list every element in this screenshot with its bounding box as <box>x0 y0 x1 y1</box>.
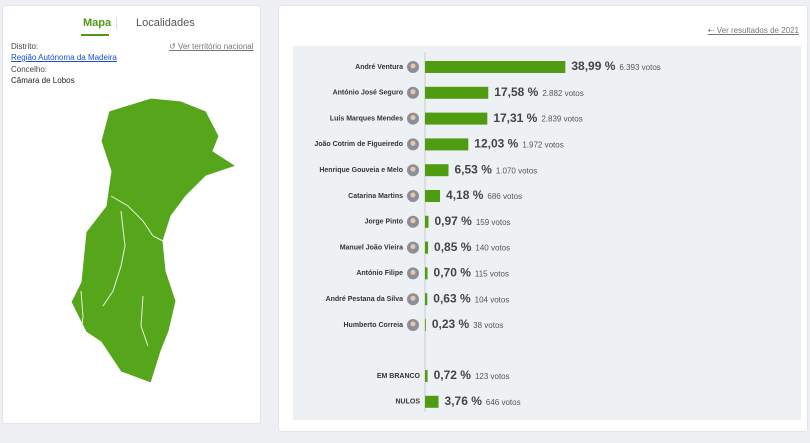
vote-label: 2.882 votos <box>542 89 583 98</box>
bar <box>425 293 428 306</box>
category-label: NULOS <box>396 399 421 406</box>
category-label: Manuel João Vieira <box>340 244 403 251</box>
link[interactable]: ⇠ Ver resultados de 2021 <box>707 26 799 35</box>
vote-label: 140 votos <box>475 244 510 253</box>
avatar-face <box>410 63 416 69</box>
results-panel: ⇠ Ver resultados de 2021 <box>278 5 808 432</box>
category-label: Henrique Gouveia e Melo <box>319 167 403 174</box>
avatar-face <box>410 269 416 275</box>
vote-label: 115 votos <box>475 270 509 279</box>
vote-label: 2.839 votos <box>541 115 582 124</box>
map-region[interactable] <box>70 97 238 384</box>
label: Concelho: <box>11 65 48 74</box>
value-label: 0,70 % <box>434 266 472 280</box>
category-label: Catarina Martins <box>348 193 403 200</box>
category-label: Humberto Correia <box>343 322 403 329</box>
bar <box>425 215 429 228</box>
label: Câmara de Lobos <box>11 76 75 85</box>
map-panel: Mapa Localidades Distrito: ↺ Ver territó… <box>2 5 261 424</box>
value-label: 0,23 % <box>432 317 470 331</box>
bar <box>425 319 426 331</box>
map-border <box>140 295 149 347</box>
category-label: André Pestana da Silva <box>326 296 404 303</box>
value-label: 0,97 % <box>434 214 472 228</box>
link[interactable]: ↺ Ver território nacional <box>169 42 254 51</box>
vote-label: 646 votos <box>486 398 521 407</box>
vote-label: 104 votos <box>475 295 510 304</box>
divider <box>116 17 117 29</box>
tab[interactable]: Localidades <box>136 17 195 29</box>
bar <box>425 395 439 408</box>
avatar-face <box>410 244 416 250</box>
bar <box>425 241 429 254</box>
vote-label: 6.393 votos <box>619 63 660 72</box>
vote-label: 159 votos <box>476 218 511 227</box>
value-label: 0,63 % <box>433 291 471 305</box>
vote-label: 1.972 votos <box>522 141 563 150</box>
category-label: EM BRANCO <box>377 373 421 380</box>
avatar-face <box>410 140 416 146</box>
value-label: 17,31 % <box>493 111 537 125</box>
link-text[interactable]: Ver resultados de 2021 <box>716 26 799 35</box>
map <box>70 97 238 384</box>
bar <box>425 138 469 151</box>
category-label: Luís Marques Mendes <box>330 115 403 122</box>
value-label: 3,76 % <box>445 394 483 408</box>
category-label: Jorge Pinto <box>364 219 403 226</box>
chart-area <box>293 46 801 420</box>
avatar-face <box>410 115 416 121</box>
category-label: André Ventura <box>355 64 403 71</box>
avatar-face <box>410 218 416 224</box>
category-label: António Filipe <box>356 270 403 277</box>
map-border <box>110 195 164 242</box>
avatar-face <box>410 295 416 301</box>
avatar-face <box>410 89 416 95</box>
map-border <box>80 290 84 337</box>
vote-label: 38 votos <box>473 321 503 330</box>
vote-label: 123 votos <box>475 372 510 381</box>
avatar-face <box>410 166 416 172</box>
avatar-face <box>410 192 416 198</box>
value-label: 17,58 % <box>494 85 538 99</box>
category-label: João Cotrim de Figueiredo <box>314 141 403 148</box>
bar <box>425 61 566 73</box>
tab-underline <box>81 34 109 36</box>
bar <box>425 112 488 125</box>
vote-label: 686 votos <box>487 192 522 201</box>
avatar-face <box>410 321 416 327</box>
bar <box>425 86 489 99</box>
value-label: 38,99 % <box>571 59 615 73</box>
value-label: 0,85 % <box>434 240 472 254</box>
label: Distrito: <box>11 42 39 51</box>
value-label: 4,18 % <box>446 188 484 202</box>
bar <box>425 267 428 280</box>
map-border <box>102 210 126 307</box>
value-label: 12,03 % <box>474 137 518 151</box>
value-label: 0,72 % <box>434 368 472 382</box>
link[interactable]: Região Autónoma da Madeira <box>11 53 117 62</box>
category-label: António José Seguro <box>333 90 403 97</box>
bar <box>425 164 449 177</box>
vote-label: 1.070 votos <box>496 166 537 175</box>
value-label: 6,53 % <box>455 162 493 176</box>
tab[interactable]: Mapa <box>83 17 112 29</box>
bar <box>425 190 441 202</box>
bar <box>425 370 428 382</box>
link-text[interactable]: Ver território nacional <box>177 42 254 51</box>
